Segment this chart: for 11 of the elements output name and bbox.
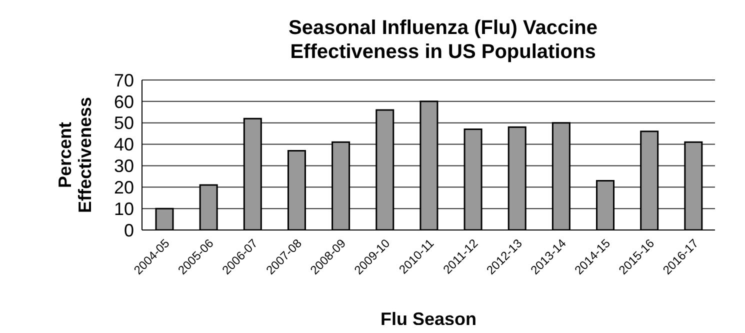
y-tick-label: 20 <box>114 178 134 198</box>
y-tick-label: 40 <box>114 134 134 155</box>
y-tick-label: 10 <box>114 198 134 219</box>
y-tick-label: 0 <box>124 220 134 240</box>
y-tick-label: 70 <box>114 70 134 90</box>
x-axis-title: Flu Season <box>380 309 477 329</box>
y-tick-label: 50 <box>114 113 134 134</box>
chart-title: Seasonal Influenza (Flu) Vaccine Effectiveness in US Populations <box>288 16 598 64</box>
y-tick-label: 60 <box>114 92 134 112</box>
y-axis-title: Percent Effectiveness <box>55 96 95 214</box>
y-tick-label: 30 <box>114 156 134 176</box>
